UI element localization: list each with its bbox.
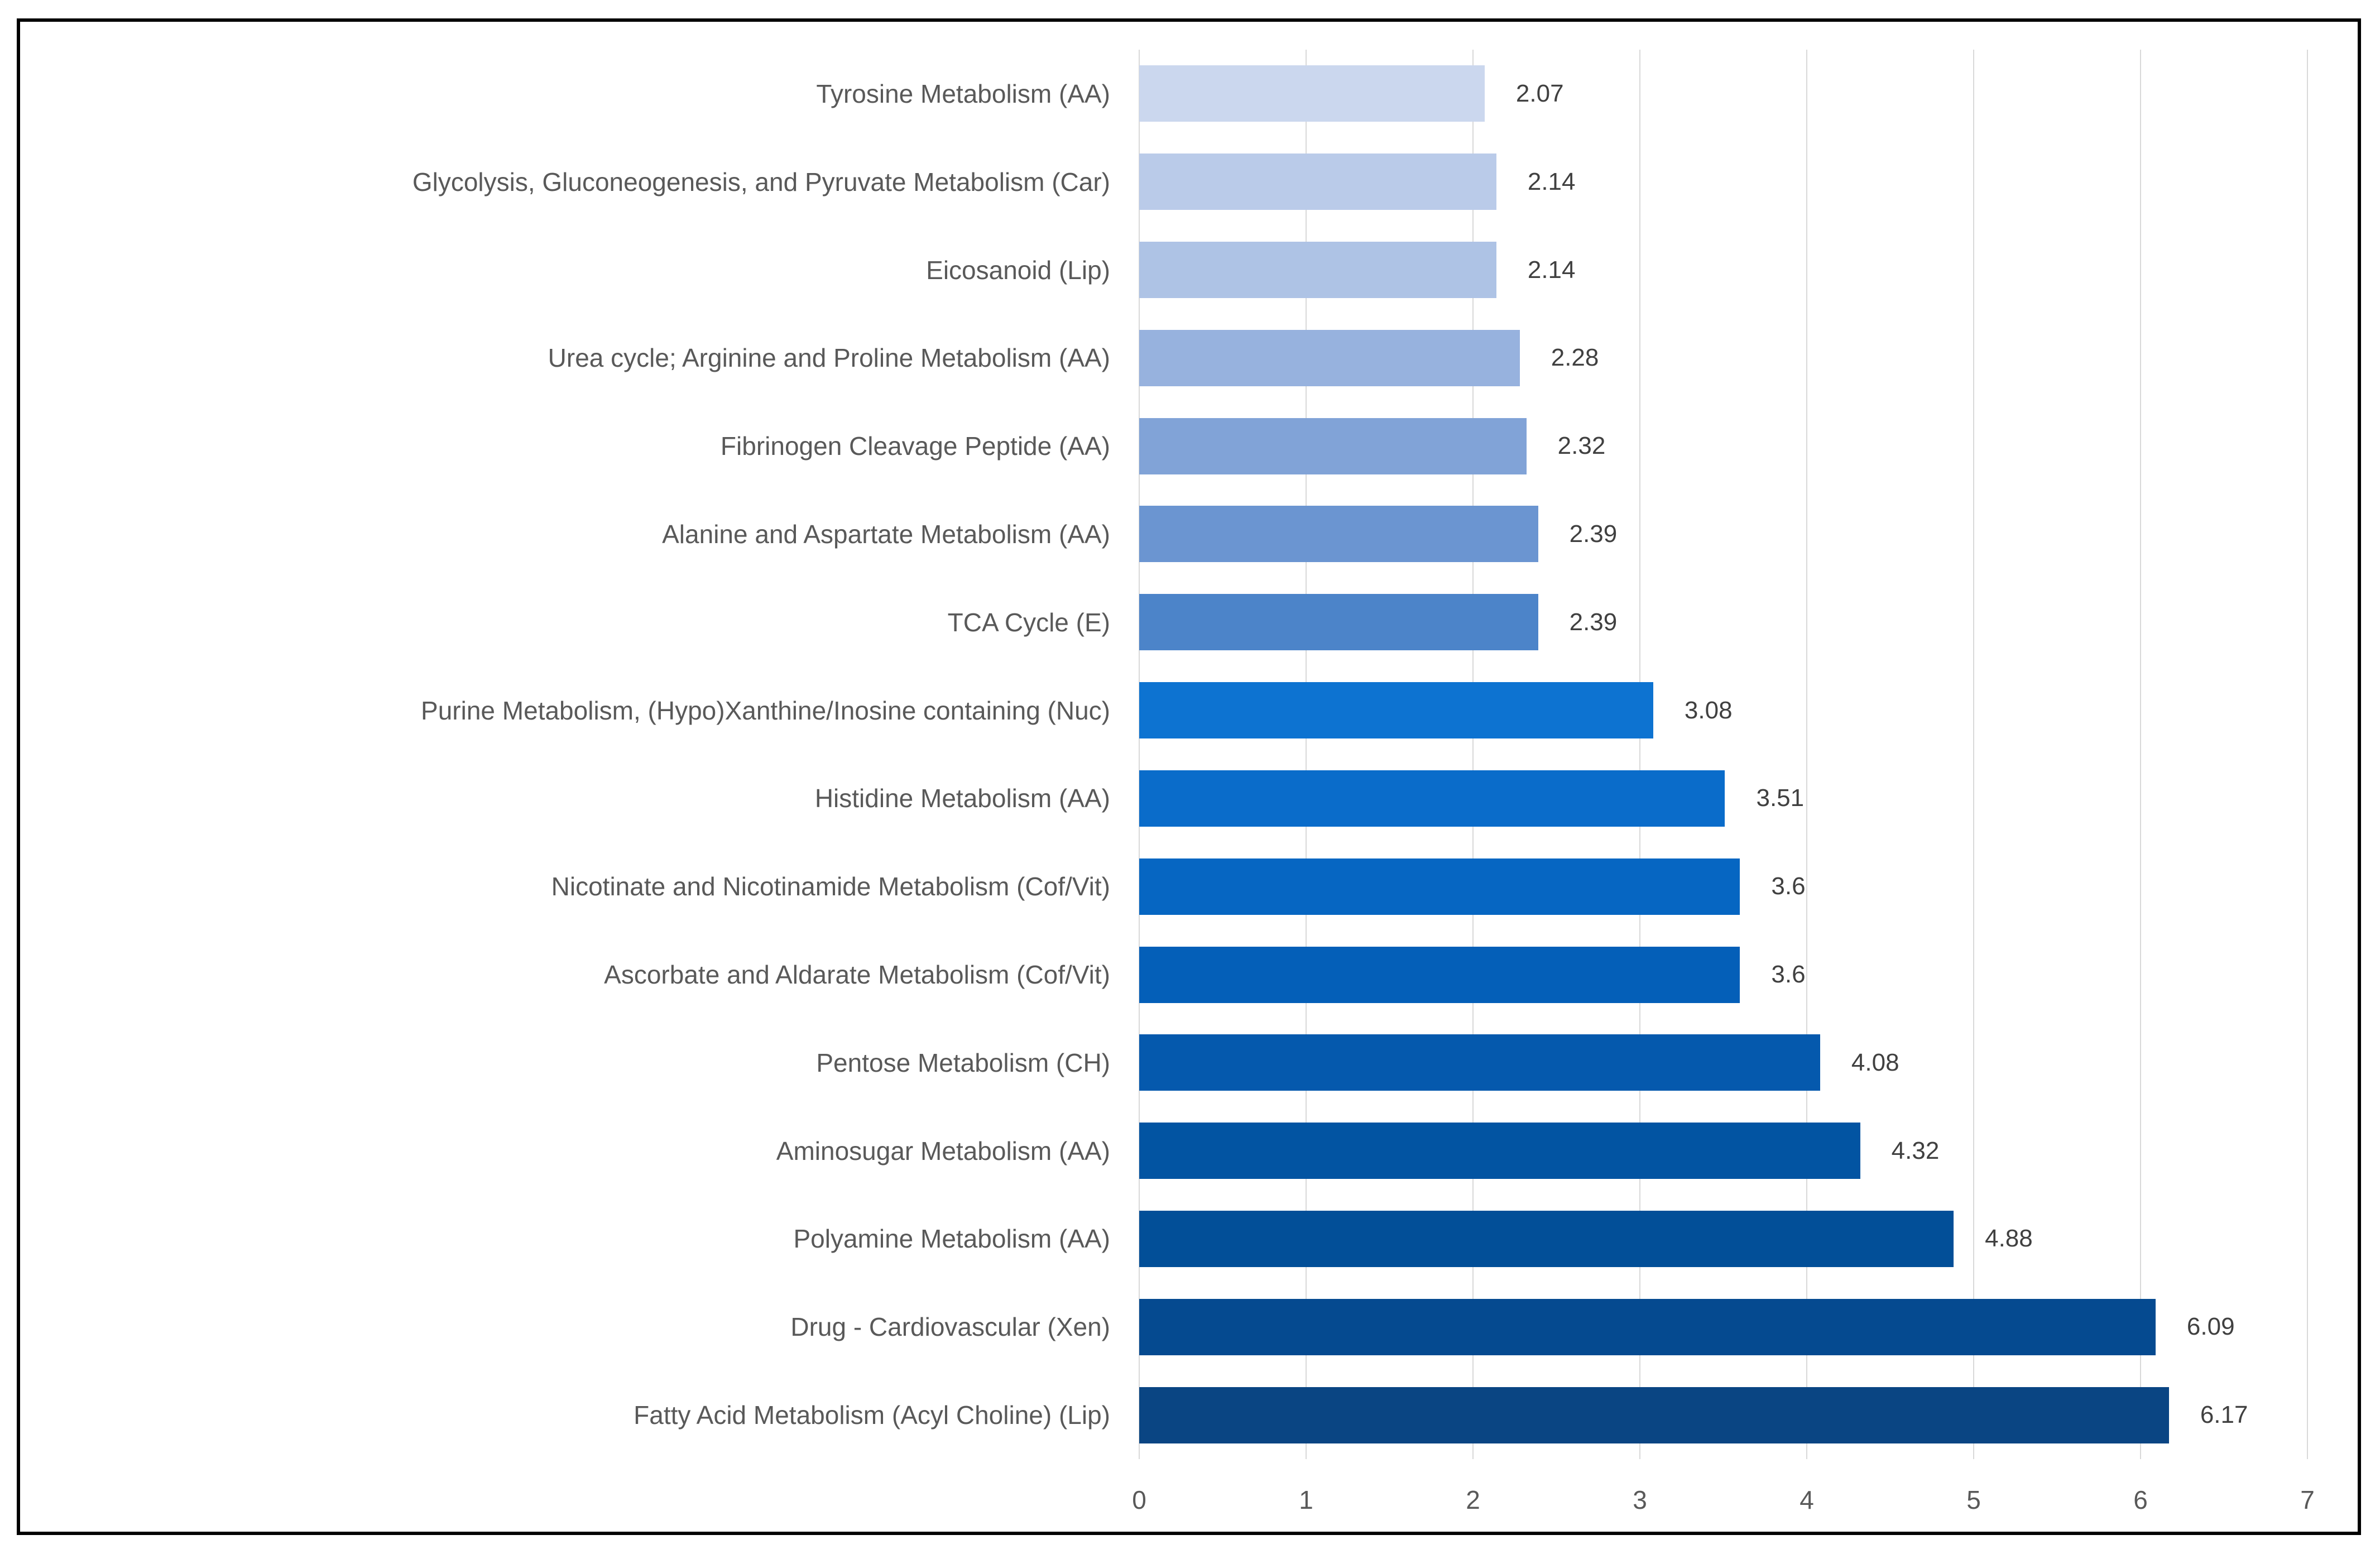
bar-row: 3.08 — [1139, 666, 2307, 755]
bar — [1139, 858, 1740, 915]
gridline — [1806, 50, 1807, 1459]
bar — [1139, 329, 1520, 386]
category-label: Eicosanoid (Lip) — [926, 255, 1110, 285]
value-label: 2.14 — [1527, 256, 1576, 284]
bar — [1139, 65, 1485, 122]
value-label: 4.32 — [1891, 1136, 1940, 1164]
x-tick-label: 4 — [1800, 1485, 1814, 1514]
gridline — [1306, 50, 1307, 1459]
value-label: 3.6 — [1771, 872, 1806, 900]
category-label: Histidine Metabolism (AA) — [814, 784, 1110, 813]
plot-area: 2.07 2.14 2.14 2.28 2.32 2.39 2.39 3.08 3.51 3.6 3… — [1132, 50, 2315, 1532]
x-tick-label: 7 — [2300, 1485, 2315, 1514]
category-label: Nicotinate and Nicotinamide Metabolism (… — [551, 872, 1110, 901]
category-label: Tyrosine Metabolism (AA) — [816, 79, 1110, 108]
bar — [1139, 1034, 1820, 1091]
bar — [1139, 682, 1653, 739]
category-label: Glycolysis, Gluconeogenesis, and Pyruvat… — [412, 167, 1110, 196]
x-tick-label: 2 — [1466, 1485, 1480, 1514]
gridline — [1472, 50, 1474, 1459]
bar — [1139, 418, 1527, 474]
category-label: Alanine and Aspartate Metabolism (AA) — [662, 519, 1110, 549]
bar-row: 6.09 — [1139, 1283, 2307, 1371]
bar-row: 2.39 — [1139, 578, 2307, 666]
chart-frame: Tyrosine Metabolism (AA) Glycolysis, Gluc… — [17, 18, 2361, 1535]
category-label: Fatty Acid Metabolism (Acyl Choline) (Li… — [634, 1400, 1110, 1430]
bar-row: 3.51 — [1139, 755, 2307, 843]
value-label: 2.07 — [1515, 79, 1564, 107]
value-label: 6.09 — [2186, 1313, 2235, 1341]
value-label: 6.17 — [2200, 1401, 2248, 1429]
bar-row: 2.14 — [1139, 138, 2307, 226]
category-label: Urea cycle; Arginine and Proline Metabol… — [548, 343, 1110, 373]
plot-inner: 2.07 2.14 2.14 2.28 2.32 2.39 2.39 3.08 3.51 3.6 3… — [1139, 50, 2308, 1459]
category-label: Ascorbate and Aldarate Metabolism (Cof/V… — [604, 960, 1110, 990]
value-label: 2.39 — [1569, 520, 1618, 548]
bar-rows: 2.07 2.14 2.14 2.28 2.32 2.39 2.39 3.08 3.51 3.6 3… — [1139, 50, 2307, 1459]
x-tick-label: 1 — [1299, 1485, 1313, 1514]
category-label: TCA Cycle (E) — [947, 607, 1110, 637]
value-label: 2.32 — [1557, 432, 1606, 460]
value-label: 3.6 — [1771, 961, 1806, 989]
x-tick-label: 3 — [1633, 1485, 1647, 1514]
bar — [1139, 154, 1496, 210]
category-label: Fibrinogen Cleavage Peptide (AA) — [720, 431, 1110, 461]
category-label: Drug - Cardiovascular (Xen) — [790, 1312, 1110, 1342]
bar-row: 2.39 — [1139, 490, 2307, 578]
bar — [1139, 242, 1496, 299]
value-label: 4.88 — [1985, 1225, 2033, 1253]
value-label: 2.14 — [1527, 167, 1576, 195]
value-axis: 0 1 2 3 4 5 6 7 — [1132, 1459, 2315, 1532]
gridline — [1973, 50, 1974, 1459]
category-label: Purine Metabolism, (Hypo)Xanthine/Inosin… — [421, 696, 1110, 725]
x-tick-label: 6 — [2133, 1485, 2148, 1514]
bar-row: 4.08 — [1139, 1019, 2307, 1107]
bar — [1139, 1210, 1954, 1267]
bar-row: 2.32 — [1139, 402, 2307, 490]
value-label: 3.51 — [1756, 784, 1805, 812]
bar-row: 3.6 — [1139, 931, 2307, 1019]
grid-layer — [1139, 50, 2308, 1459]
value-label: 2.39 — [1569, 608, 1618, 636]
bar — [1139, 946, 1740, 1003]
gridline — [1139, 50, 1140, 1459]
category-axis: Tyrosine Metabolism (AA) Glycolysis, Gluc… — [20, 22, 1139, 1532]
gridline — [1639, 50, 1640, 1459]
category-label: Polyamine Metabolism (AA) — [793, 1224, 1110, 1254]
gridline — [2307, 50, 2308, 1459]
bar-row: 6.17 — [1139, 1371, 2307, 1459]
bar — [1139, 1123, 1860, 1179]
value-label: 4.08 — [1851, 1048, 1899, 1076]
value-label: 3.08 — [1684, 696, 1733, 724]
bar — [1139, 594, 1538, 651]
bar-row: 4.32 — [1139, 1107, 2307, 1195]
bar-row: 3.6 — [1139, 842, 2307, 931]
bar — [1139, 770, 1725, 827]
x-tick-label: 0 — [1132, 1485, 1146, 1514]
x-tick-label: 5 — [1966, 1485, 1981, 1514]
gridline — [2140, 50, 2141, 1459]
bar — [1139, 506, 1538, 563]
bar — [1139, 1387, 2169, 1443]
category-label: Aminosugar Metabolism (AA) — [776, 1136, 1110, 1166]
bar-row: 4.88 — [1139, 1195, 2307, 1283]
bar-row: 2.28 — [1139, 314, 2307, 402]
bar — [1139, 1298, 2156, 1355]
bar-chart: Tyrosine Metabolism (AA) Glycolysis, Gluc… — [20, 22, 2358, 1532]
bar-row: 2.14 — [1139, 226, 2307, 314]
category-label: Pentose Metabolism (CH) — [816, 1048, 1110, 1077]
value-label: 2.28 — [1551, 344, 1599, 372]
bar-row: 2.07 — [1139, 50, 2307, 138]
